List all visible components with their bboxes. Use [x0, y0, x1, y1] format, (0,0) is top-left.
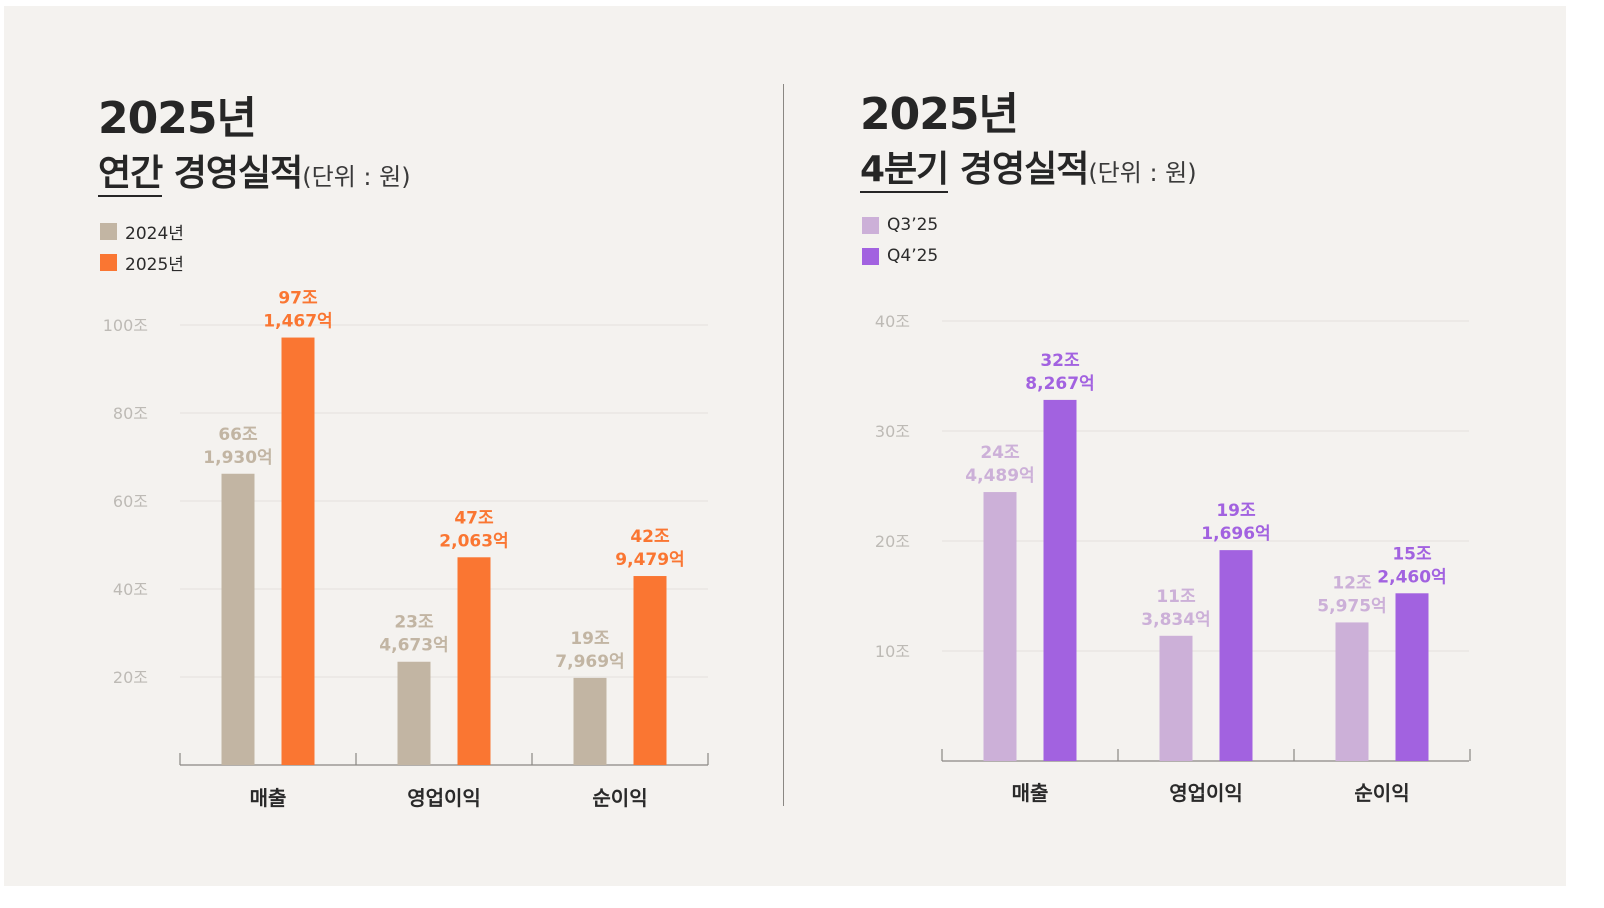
quarterly-bar — [1335, 622, 1369, 761]
legend-swatch-2024 — [100, 223, 117, 240]
annual-data-label: 42조 — [630, 527, 670, 547]
quarterly-title: 4분기 경영실적(단위 : 원) — [860, 140, 1197, 193]
annual-bar — [397, 661, 431, 765]
annual-bar — [457, 557, 491, 765]
annual-ytick-label: 60조 — [113, 492, 148, 511]
annual-data-label: 19조 — [570, 629, 610, 649]
annual-title-year: 2025년 — [98, 93, 257, 144]
quarterly-ytick-label: 20조 — [875, 532, 910, 551]
quarterly-data-label: 2,460억 — [1377, 567, 1446, 587]
legend-label-q3: Q3’25 — [887, 215, 939, 235]
annual-ytick-label: 80조 — [113, 404, 148, 423]
annual-ytick-label: 20조 — [113, 668, 148, 687]
quarterly-bar — [1395, 593, 1429, 761]
legend-swatch-2025 — [100, 254, 117, 271]
annual-data-label: 97조 — [278, 289, 318, 309]
annual-title-rest: 경영실적 — [162, 153, 303, 194]
quarterly-category-label: 매출 — [1012, 781, 1049, 805]
quarterly-data-label: 4,489억 — [965, 466, 1034, 486]
quarterly-ytick-label: 40조 — [875, 312, 910, 331]
quarterly-data-label: 15조 — [1392, 544, 1432, 564]
annual-data-label: 9,479억 — [615, 550, 684, 570]
legend-q3: Q3’25 — [862, 215, 938, 235]
quarterly-data-label: 1,696억 — [1201, 524, 1270, 544]
legend-label-q4: Q4’25 — [887, 246, 939, 266]
annual-data-label: 23조 — [394, 613, 434, 633]
quarterly-data-label: 24조 — [980, 443, 1020, 463]
paper-background — [4, 6, 1566, 886]
annual-ytick-label: 40조 — [113, 580, 148, 599]
annual-bar — [281, 337, 315, 765]
annual-data-label: 4,673억 — [379, 636, 448, 656]
annual-category-label: 순이익 — [592, 786, 647, 810]
annual-data-label: 7,969억 — [555, 652, 624, 672]
legend-2024: 2024년 — [100, 219, 184, 244]
quarterly-ytick-label: 30조 — [875, 422, 910, 441]
legend-swatch-q3 — [862, 216, 879, 234]
panel-divider — [783, 84, 784, 806]
quarterly-data-label: 32조 — [1040, 351, 1080, 371]
quarterly-data-label: 8,267억 — [1025, 374, 1094, 394]
quarterly-title-rest: 경영실적 — [948, 149, 1089, 190]
quarterly-bar — [1159, 635, 1193, 761]
annual-data-label: 2,063억 — [439, 531, 508, 551]
legend-2025: 2025년 — [100, 250, 184, 275]
quarterly-title-unit: (단위 : 원) — [1088, 159, 1197, 187]
annual-data-label: 1,467억 — [263, 312, 332, 332]
legend-q4: Q4’25 — [862, 246, 938, 266]
legend-swatch-q4 — [862, 247, 879, 265]
annual-bar — [221, 473, 255, 765]
annual-ytick-label: 100조 — [103, 316, 148, 335]
quarterly-ytick-label: 10조 — [875, 642, 910, 661]
quarterly-bar — [983, 492, 1017, 761]
quarterly-data-label: 12조 — [1332, 573, 1372, 593]
annual-category-label: 매출 — [250, 786, 287, 810]
quarterly-category-label: 순이익 — [1354, 781, 1409, 805]
quarterly-category-label: 영업이익 — [1169, 781, 1243, 805]
annual-data-label: 1,930억 — [203, 448, 272, 468]
annual-bar — [573, 677, 607, 765]
quarterly-data-label: 3,834억 — [1141, 610, 1210, 630]
quarterly-results-panel: 2025년 4분기 경영실적(단위 : 원) Q3’25 Q4’25 — [784, 0, 1604, 908]
quarterly-data-label: 5,975억 — [1317, 596, 1386, 616]
annual-results-panel: 2025년 연간 경영실적(단위 : 원) 2024년 2025년 — [0, 0, 783, 908]
quarterly-bar — [1219, 550, 1253, 761]
annual-data-label: 47조 — [454, 508, 494, 528]
annual-title-underlined: 연간 — [98, 153, 163, 197]
legend-label-2025: 2025년 — [125, 255, 184, 275]
legend-label-2024: 2024년 — [125, 224, 184, 244]
annual-data-label: 66조 — [218, 425, 258, 445]
annual-category-label: 영업이익 — [407, 786, 481, 810]
quarterly-bar — [1043, 399, 1077, 761]
quarterly-title-underlined: 4분기 — [860, 149, 949, 193]
annual-title-unit: (단위 : 원) — [302, 163, 411, 191]
annual-title: 연간 경영실적(단위 : 원) — [98, 144, 411, 197]
quarterly-data-label: 11조 — [1156, 587, 1196, 607]
quarterly-data-label: 19조 — [1216, 501, 1256, 521]
quarterly-title-year: 2025년 — [860, 89, 1019, 140]
annual-bar — [633, 576, 667, 765]
